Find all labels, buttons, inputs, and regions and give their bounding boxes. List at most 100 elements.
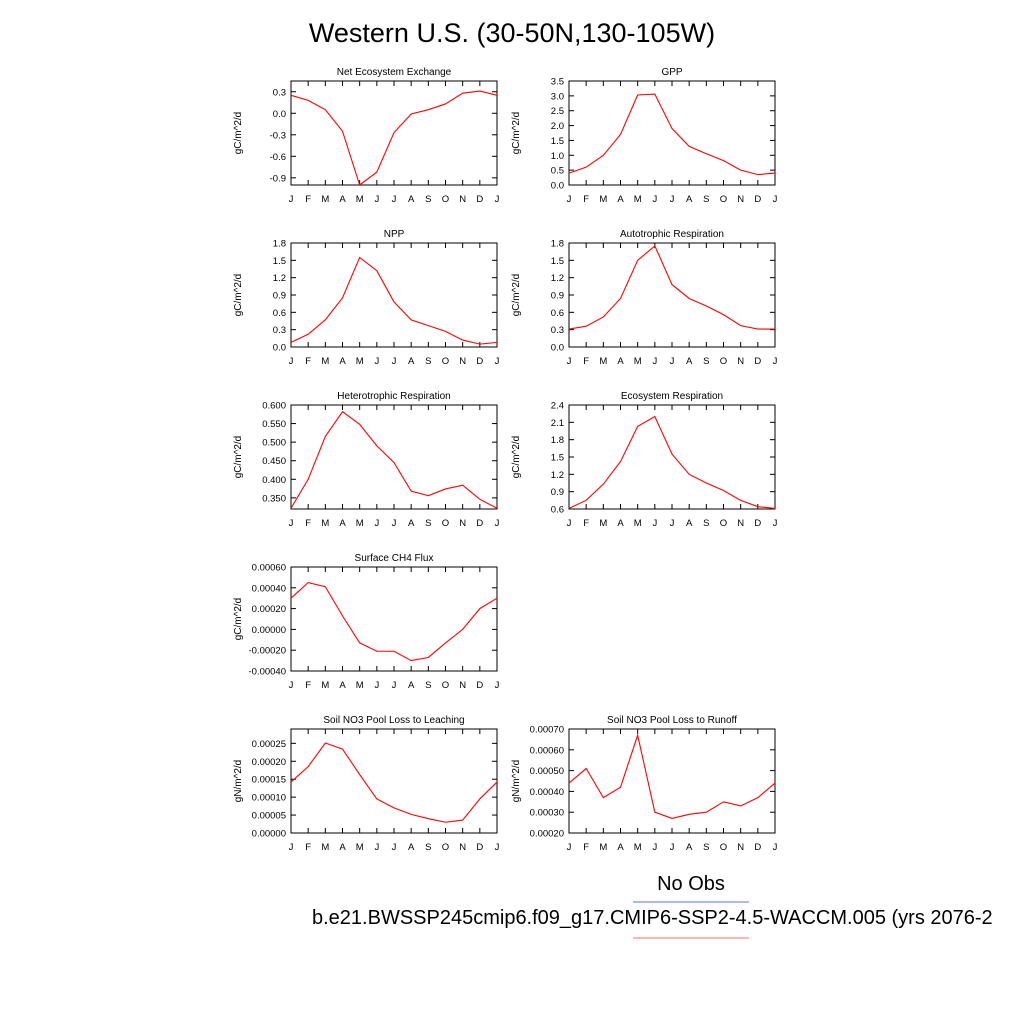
y-tick-label: 0.6	[273, 308, 286, 319]
y-tick-label: 1.8	[551, 435, 564, 446]
x-tick-label: F	[583, 356, 589, 367]
x-tick-label: F	[305, 194, 311, 205]
x-tick-label: J	[374, 680, 379, 691]
chart-title: Surface CH4 Flux	[355, 553, 434, 564]
chart-title: Heterotrophic Respiration	[337, 391, 450, 402]
chart-title: Net Ecosystem Exchange	[337, 67, 452, 78]
plot-frame	[568, 728, 776, 834]
x-tick-label: J	[773, 842, 778, 853]
chart-panel-4: Autotrophic Respiration 0.0 0.3 0.6 0.9 1.2 1.…	[511, 229, 778, 367]
x-tick-label: F	[305, 842, 311, 853]
x-tick-label: M	[599, 518, 607, 529]
y-tick-label: 2.1	[551, 418, 564, 429]
x-tick-label: S	[425, 194, 431, 205]
x-tick-label: M	[321, 194, 329, 205]
x-tick-label: A	[339, 680, 346, 691]
x-tick-label: A	[408, 680, 415, 691]
x-tick-label: O	[442, 356, 449, 367]
x-tick-label: O	[442, 518, 449, 529]
y-tick-label: -0.00040	[248, 667, 286, 678]
y-tick-label: 1.2	[551, 273, 564, 284]
series-line-1	[568, 93, 776, 176]
x-tick-label: A	[617, 842, 624, 853]
y-tick-label: 2.5	[551, 106, 564, 117]
y-tick-label: 0.00000	[252, 625, 286, 636]
legend	[633, 901, 749, 939]
x-tick-label: M	[356, 680, 364, 691]
x-tick-label: A	[686, 518, 693, 529]
series-line-1	[290, 742, 498, 823]
x-tick-label: J	[495, 356, 500, 367]
x-tick-label: S	[425, 680, 431, 691]
y-tick-label: 0.00005	[252, 811, 286, 822]
x-tick-label: A	[339, 194, 346, 205]
y-tick-label: 1.5	[551, 453, 564, 464]
y-tick-label: 1.5	[551, 136, 564, 147]
chart-title: NPP	[384, 229, 405, 240]
y-tick-label: 0.00000	[252, 829, 286, 840]
x-tick-label: J	[670, 518, 675, 529]
x-tick-label: D	[754, 842, 761, 853]
chart-title: GPP	[661, 67, 682, 78]
x-tick-label: A	[686, 356, 693, 367]
x-tick-label: A	[339, 356, 346, 367]
y-tick-label: 0.9	[551, 487, 564, 498]
y-tick-label: 1.2	[273, 273, 286, 284]
y-tick-label: 0.00040	[530, 787, 564, 798]
chart-panel-9: Soil NO3 Pool Loss to Runoff 0.00020 0.000…	[511, 715, 778, 853]
x-tick-label: J	[289, 518, 294, 529]
y-tick-label: 0.9	[273, 291, 286, 302]
x-tick-label: N	[459, 356, 466, 367]
y-tick-label: -0.6	[270, 152, 286, 163]
x-tick-label: M	[321, 680, 329, 691]
x-tick-label: J	[289, 194, 294, 205]
y-axis-label: gN/m^2/d	[511, 760, 522, 803]
x-tick-label: M	[634, 194, 642, 205]
series-line-1	[568, 415, 776, 509]
x-tick-label: J	[567, 518, 572, 529]
y-tick-label: 0.0	[273, 343, 286, 354]
y-tick-label: 0.3	[551, 325, 564, 336]
x-tick-label: O	[442, 842, 449, 853]
y-axis-label: gC/m^2/d	[233, 274, 244, 317]
x-tick-label: A	[408, 518, 415, 529]
x-tick-label: J	[567, 356, 572, 367]
y-tick-label: 0.600	[262, 401, 286, 412]
x-tick-label: F	[583, 842, 589, 853]
x-tick-label: S	[425, 356, 431, 367]
y-tick-label: 0.00020	[530, 829, 564, 840]
x-tick-label: J	[495, 518, 500, 529]
x-tick-label: M	[356, 194, 364, 205]
chart-title: Soil NO3 Pool Loss to Runoff	[607, 715, 737, 726]
y-tick-label: 1.5	[551, 256, 564, 267]
series-line-1	[290, 581, 498, 662]
chart-panel-5: Heterotrophic Respiration 0.350 0.400 0.450…	[233, 391, 500, 529]
x-tick-label: S	[703, 842, 709, 853]
y-tick-label: 0.6	[551, 308, 564, 319]
x-tick-label: N	[459, 680, 466, 691]
y-axis-label: gC/m^2/d	[511, 112, 522, 155]
y-axis-label: gN/m^2/d	[233, 760, 244, 803]
y-tick-label: 0.400	[262, 475, 286, 486]
x-tick-label: N	[737, 194, 744, 205]
x-tick-label: J	[567, 842, 572, 853]
x-tick-label: J	[374, 356, 379, 367]
x-tick-label: D	[754, 518, 761, 529]
y-axis-label: gC/m^2/d	[233, 598, 244, 641]
y-tick-label: 0.00050	[530, 766, 564, 777]
chart-title: Ecosystem Respiration	[621, 391, 723, 402]
y-tick-label: 0.00010	[252, 793, 286, 804]
x-tick-label: J	[773, 194, 778, 205]
x-tick-label: M	[321, 518, 329, 529]
chart-panel-8: Soil NO3 Pool Loss to Leaching 0.00000 0.0…	[233, 715, 500, 853]
x-tick-label: D	[476, 842, 483, 853]
series-line-1	[290, 256, 498, 345]
y-axis-label: gC/m^2/d	[233, 112, 244, 155]
x-tick-label: J	[392, 842, 397, 853]
y-tick-label: 0.00040	[252, 583, 286, 594]
y-tick-label: 1.0	[551, 151, 564, 162]
x-tick-label: J	[289, 680, 294, 691]
x-tick-label: A	[339, 842, 346, 853]
